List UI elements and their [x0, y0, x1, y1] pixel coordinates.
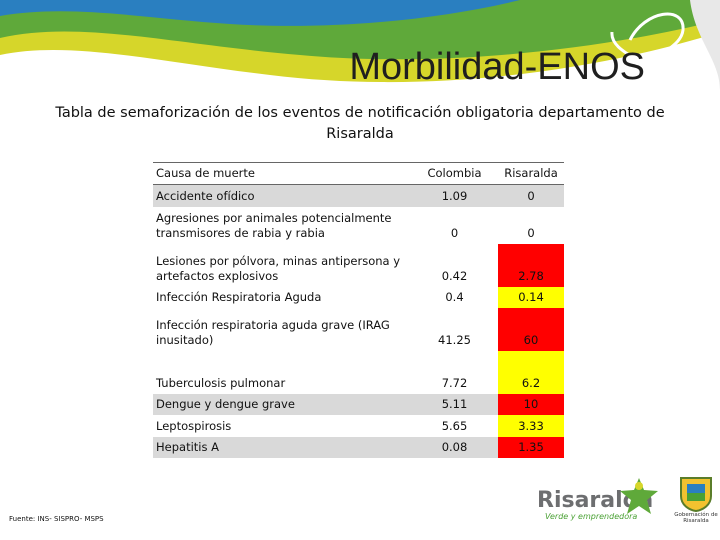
table-row: Hepatitis A 0.08 1.35	[153, 437, 564, 458]
cell-risaralda: 0	[498, 185, 564, 207]
table-row: Infección Respiratoria Aguda 0.4 0.14	[153, 287, 564, 308]
cell-colombia: 0.08	[411, 437, 498, 458]
cell-colombia: 5.11	[411, 394, 498, 415]
cell-cause: Leptospirosis	[153, 415, 411, 437]
cell-risaralda: 0	[498, 207, 564, 244]
cell-cause: Lesiones por pólvora, minas antipersona …	[153, 244, 411, 287]
slide-subtitle: Tabla de semaforización de los eventos d…	[40, 103, 680, 145]
cell-risaralda: 6.2	[498, 351, 564, 394]
gobernacion-label: Gobernación de Risaralda	[672, 512, 720, 524]
cell-risaralda: 1.35	[498, 437, 564, 458]
header-risaralda: Risaralda	[498, 163, 564, 184]
cell-risaralda: 0.14	[498, 287, 564, 308]
table-row: Lesiones por pólvora, minas antipersona …	[153, 244, 564, 287]
cell-risaralda: 3.33	[498, 415, 564, 437]
banner-corner	[690, 0, 720, 90]
cell-cause: Infección respiratoria aguda grave (IRAG…	[153, 308, 411, 351]
header-cause: Causa de muerte	[153, 163, 411, 184]
cell-cause: Accidente ofídico	[153, 185, 411, 207]
cell-colombia: 7.72	[411, 351, 498, 394]
cell-colombia: 1.09	[411, 185, 498, 207]
cell-colombia: 0.42	[411, 244, 498, 287]
cell-colombia: 0	[411, 207, 498, 244]
cell-colombia: 41.25	[411, 308, 498, 351]
table-row: Infección respiratoria aguda grave (IRAG…	[153, 308, 564, 351]
gobernacion-shield-icon	[679, 476, 713, 512]
table-row: Agresiones por animales potencialmente t…	[153, 207, 564, 244]
cell-cause: Dengue y dengue grave	[153, 394, 411, 415]
table-row: Leptospirosis 5.65 3.33	[153, 415, 564, 437]
cell-cause: Infección Respiratoria Aguda	[153, 287, 411, 308]
header-colombia: Colombia	[411, 163, 498, 184]
cell-risaralda: 10	[498, 394, 564, 415]
cell-risaralda: 2.78	[498, 244, 564, 287]
star-person-icon	[618, 476, 660, 516]
cell-colombia: 5.65	[411, 415, 498, 437]
semaforizacion-table: Causa de muerte Colombia Risaralda Accid…	[153, 162, 564, 458]
cell-risaralda: 60	[498, 308, 564, 351]
table-row: Tuberculosis pulmonar 7.72 6.2	[153, 351, 564, 394]
table-header-row: Causa de muerte Colombia Risaralda	[153, 163, 564, 185]
cell-cause: Hepatitis A	[153, 437, 411, 458]
table-row: Dengue y dengue grave 5.11 10	[153, 394, 564, 415]
slide-title: Morbilidad-ENOS	[0, 46, 645, 89]
cell-cause: Agresiones por animales potencialmente t…	[153, 207, 411, 244]
cell-colombia: 0.4	[411, 287, 498, 308]
table-row: Accidente ofídico 1.09 0	[153, 185, 564, 207]
cell-cause: Tuberculosis pulmonar	[153, 351, 411, 394]
source-footer: Fuente: INS- SISPRO- MSPS	[9, 515, 104, 523]
